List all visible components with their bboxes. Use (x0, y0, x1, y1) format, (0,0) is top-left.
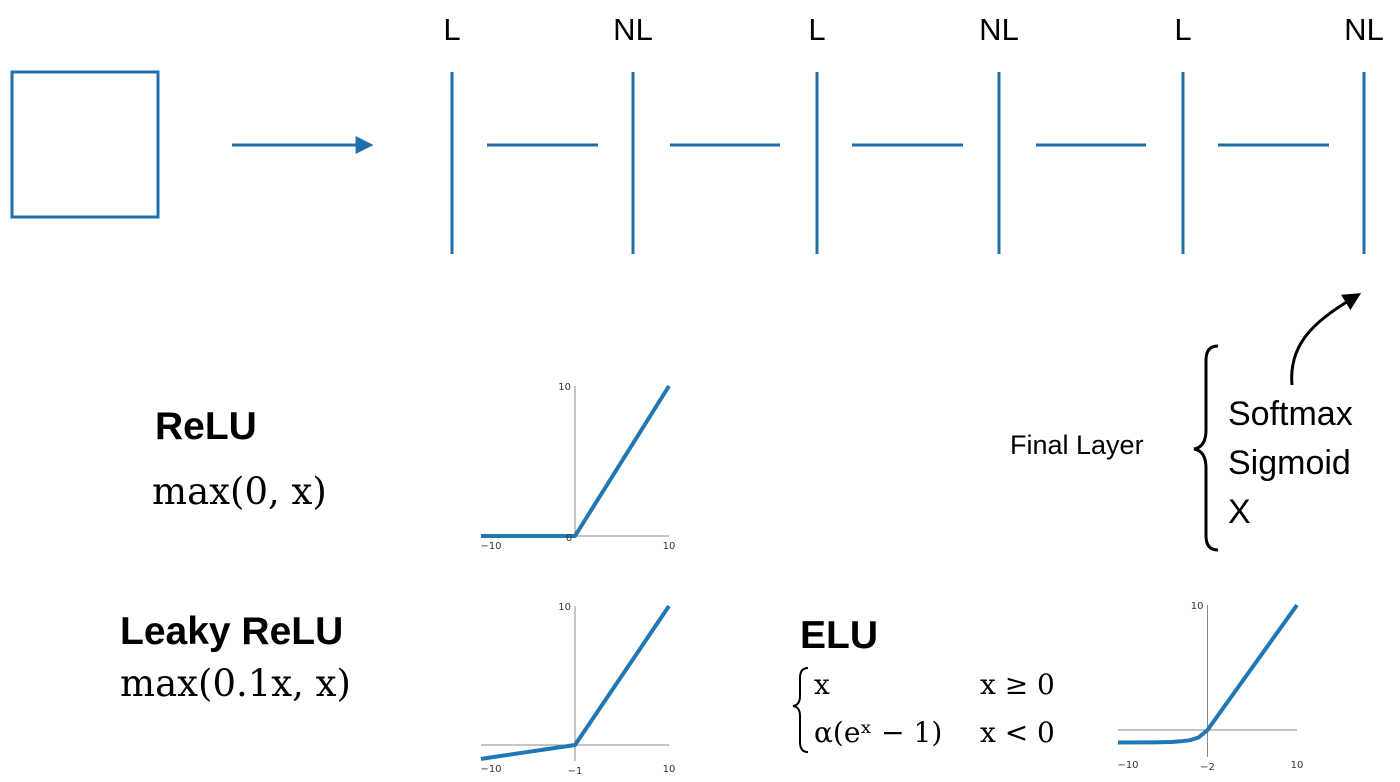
elu-case2-cond: x < 0 (980, 716, 1055, 749)
layer-label: L (443, 12, 461, 47)
elu-case1-expr: x (814, 668, 830, 701)
x-tick-label: 10 (663, 764, 676, 775)
final-layer-option: Softmax (1228, 395, 1353, 433)
relu-title: ReLU (155, 405, 257, 448)
leaky-relu-plot: 10 −10 −1 10 (480, 602, 675, 777)
x-tick-label: 10 (663, 541, 676, 552)
elu-case1-cond: x ≥ 0 (980, 668, 1055, 701)
relu-plot: 10 −10 10 0 (480, 382, 675, 552)
relu-formula: max(0, x) (152, 470, 327, 513)
x-tick-label: −10 (1117, 760, 1138, 771)
y-tick-label: 10 (558, 602, 571, 613)
layer-label: L (808, 12, 826, 47)
layer-bars (450, 72, 1366, 254)
final-layer-label: Final Layer (1010, 430, 1144, 460)
elu-brace (792, 667, 809, 753)
layer-label: NL (613, 12, 653, 47)
x-tick-label: −2 (1200, 762, 1215, 773)
layer-label: NL (979, 12, 1019, 47)
y-tick-label: 10 (558, 382, 571, 393)
x-tick-label: −1 (568, 766, 583, 777)
leaky-relu-title: Leaky ReLU (120, 610, 344, 653)
elu-case2-expr: α(eˣ − 1) (814, 716, 943, 749)
x-tick-label: −10 (480, 541, 501, 552)
final-layer-option: Sigmoid (1228, 444, 1351, 482)
input-box (10, 70, 160, 219)
activation-curve (480, 604, 671, 761)
layer-label: L (1174, 12, 1192, 47)
final-layer-arrow (1290, 293, 1362, 386)
layer-label: NL (1344, 12, 1384, 47)
leaky-relu-formula: max(0.1x, x) (120, 662, 351, 705)
elu-title: ELU (800, 614, 878, 657)
x-tick-label: −10 (480, 764, 501, 775)
final-layer-option: X (1228, 493, 1251, 531)
origin-label: 0 (566, 533, 572, 544)
y-tick-label: 10 (1191, 601, 1204, 612)
activation-curve (1117, 603, 1299, 745)
x-tick-label: 10 (1291, 760, 1304, 771)
activation-curve (481, 384, 671, 538)
final-layer-brace (1193, 344, 1219, 552)
elu-plot: 10 −10 −2 10 (1117, 601, 1303, 773)
